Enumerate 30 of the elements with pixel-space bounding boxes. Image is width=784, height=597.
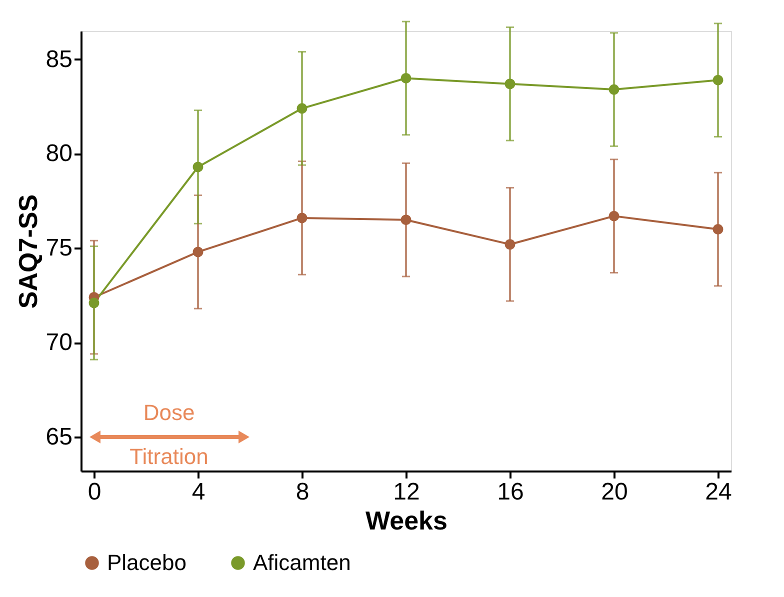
y-tick-label: 65: [46, 424, 72, 451]
x-tick-label: 24: [705, 478, 732, 506]
x-tick-label: 4: [192, 478, 206, 506]
x-axis-title: Weeks: [366, 506, 448, 536]
point: [608, 84, 620, 95]
y-tick-label: 75: [46, 234, 72, 262]
y-tick-label: 85: [46, 46, 72, 73]
y-axis-title: SAQ7-SS: [12, 194, 43, 309]
point: [88, 298, 100, 308]
point: [712, 224, 724, 235]
x-tick-label: 20: [601, 478, 628, 506]
y-tick-label: 70: [46, 329, 72, 356]
y-tick-label: 80: [46, 140, 72, 168]
point: [400, 214, 412, 226]
point: [192, 246, 204, 258]
annotation: Dose Titration: [130, 400, 208, 469]
x-tick-label: 8: [296, 478, 310, 506]
x-tick-label: 16: [497, 478, 524, 506]
point: [608, 210, 620, 222]
point: [192, 162, 204, 172]
point: [504, 239, 516, 250]
x-tick-label: 0: [88, 478, 102, 506]
legend-label: Aficamten: [253, 550, 351, 575]
point: [504, 78, 516, 90]
point: [712, 74, 724, 86]
legend-label: Placebo: [107, 550, 187, 575]
point: [400, 72, 412, 84]
point: [296, 212, 308, 224]
point: [296, 103, 308, 114]
x-tick-label: 12: [393, 478, 420, 506]
